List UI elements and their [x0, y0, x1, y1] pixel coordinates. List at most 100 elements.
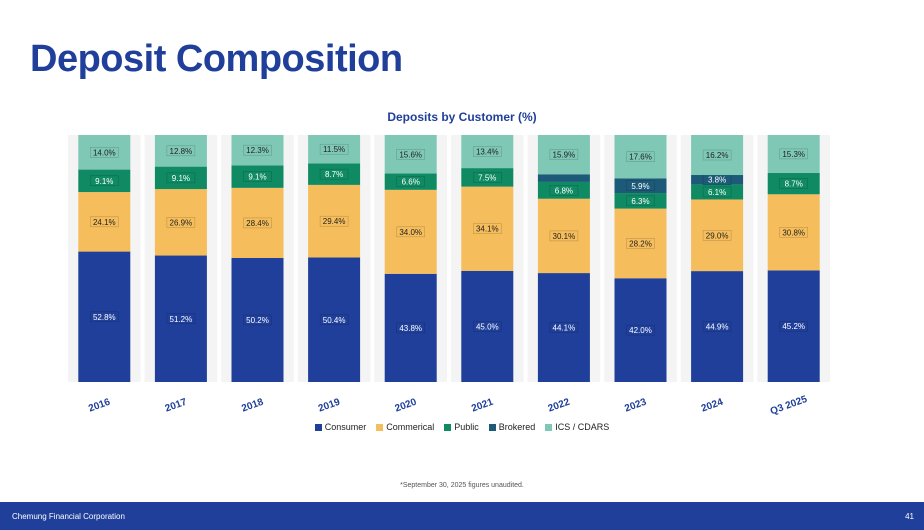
data-label: 28.4% — [246, 219, 269, 228]
data-label: 8.7% — [325, 170, 343, 179]
data-label: 7.5% — [478, 173, 496, 182]
data-label: 29.0% — [706, 231, 729, 240]
x-tick-label: 2018 — [240, 397, 265, 415]
data-label-box — [626, 151, 655, 162]
data-label-box — [90, 175, 119, 187]
footnote: *September 30, 2025 figures unaudited. — [400, 482, 524, 489]
data-label: 50.4% — [323, 316, 346, 325]
legend-swatch — [488, 423, 496, 431]
data-label: 24.1% — [93, 218, 116, 227]
data-label: 44.9% — [706, 323, 729, 332]
data-label: 50.2% — [246, 316, 269, 325]
data-label: 8.7% — [785, 180, 803, 189]
legend-label: ICS / CDARS — [555, 422, 610, 432]
legend-swatch — [376, 423, 384, 431]
legend-item: Consumer — [314, 422, 367, 432]
data-label-box — [166, 313, 196, 325]
data-label: 6.3% — [631, 197, 649, 206]
data-label-box — [779, 148, 808, 160]
company-name: Chemung Financial Corporation — [12, 512, 125, 521]
data-label: 12.3% — [246, 146, 269, 155]
stacked-bar-chart: 52.8% 24.1% 9.1% 14.0% 2016 51.2% 26.9% 9.1% 12.… — [68, 135, 830, 418]
data-label-box — [473, 321, 502, 332]
data-label-box — [243, 217, 272, 229]
x-tick-label: 2021 — [470, 397, 495, 415]
chart-title: Deposits by Customer (%) — [387, 110, 537, 124]
data-label-box — [626, 324, 655, 336]
legend-item: Brokered — [488, 422, 535, 432]
data-label: 43.8% — [399, 324, 422, 333]
data-label: 11.5% — [323, 145, 345, 154]
data-label: 15.6% — [399, 150, 422, 159]
data-label: 5.9% — [631, 182, 649, 191]
data-label: 16.2% — [706, 151, 729, 160]
data-label: 9.1% — [172, 174, 190, 183]
data-label-box — [549, 149, 579, 160]
data-label-box — [626, 195, 655, 207]
x-tick-label: 2023 — [623, 397, 648, 415]
data-label: 44.1% — [553, 324, 576, 333]
page-title: Deposit Composition — [30, 38, 403, 80]
data-label: 6.6% — [402, 178, 420, 187]
data-label: 34.1% — [476, 225, 499, 234]
data-label-box — [626, 180, 655, 192]
data-label-box — [319, 215, 349, 227]
x-tick-label: 2019 — [317, 397, 342, 415]
legend-swatch — [444, 423, 452, 431]
data-label-box — [549, 322, 579, 333]
legend-label: Commerical — [386, 422, 435, 432]
data-label: 45.2% — [782, 322, 805, 331]
data-label: 17.6% — [629, 153, 652, 162]
data-label: 9.1% — [248, 173, 266, 182]
bar-segment-brokered — [537, 174, 590, 182]
data-label: 12.8% — [170, 147, 193, 156]
data-label: 15.9% — [553, 151, 576, 160]
x-tick-label: 2016 — [87, 397, 112, 415]
data-label: 30.1% — [553, 232, 576, 241]
data-label-box — [473, 146, 502, 157]
data-label-box — [779, 178, 808, 189]
data-label: 34.0% — [399, 228, 422, 237]
data-label: 14.0% — [93, 148, 116, 157]
x-tick-label: 2020 — [394, 397, 419, 415]
data-label-box — [473, 223, 502, 234]
data-label-box — [243, 144, 272, 156]
data-label-box — [90, 311, 119, 323]
data-label: 3.8% — [708, 176, 726, 185]
data-label-box — [396, 176, 425, 187]
x-tick-label: 2017 — [164, 397, 189, 415]
data-label-box — [90, 216, 119, 228]
data-label-box — [549, 185, 579, 196]
data-label: 15.3% — [782, 150, 805, 159]
data-label-box — [702, 321, 732, 332]
data-label-box — [166, 172, 196, 184]
page-number: 41 — [905, 512, 914, 521]
data-label-box — [626, 238, 655, 249]
data-label: 45.0% — [476, 322, 499, 331]
data-label: 29.4% — [323, 217, 346, 226]
x-tick-label: Q3 2025 — [769, 394, 809, 418]
legend-item: Commerical — [376, 422, 434, 432]
data-label-box — [90, 147, 119, 158]
legend-label: Consumer — [324, 422, 367, 432]
data-label-box — [702, 186, 732, 198]
data-label: 26.9% — [170, 218, 193, 227]
footer-bar: Chemung Financial Corporation 41 — [0, 502, 924, 530]
data-label: 51.2% — [170, 315, 193, 324]
data-label-box — [549, 230, 579, 242]
data-label: 30.8% — [782, 228, 805, 237]
data-label: 6.8% — [555, 186, 573, 195]
chart-legend: Consumer Commerical Public Brokered ICS / CD… — [0, 422, 924, 432]
data-label-box — [396, 226, 425, 238]
x-tick-label: 2022 — [547, 397, 572, 415]
data-label-box — [779, 320, 808, 332]
data-label-box — [702, 149, 732, 161]
data-label-box — [243, 171, 272, 182]
data-label: 13.4% — [476, 148, 499, 157]
data-label-box — [319, 143, 349, 155]
data-label: 6.1% — [708, 188, 726, 197]
data-label: 52.8% — [93, 313, 116, 322]
data-label-box — [319, 168, 349, 180]
data-label-box — [779, 227, 808, 238]
data-label-box — [166, 217, 196, 228]
